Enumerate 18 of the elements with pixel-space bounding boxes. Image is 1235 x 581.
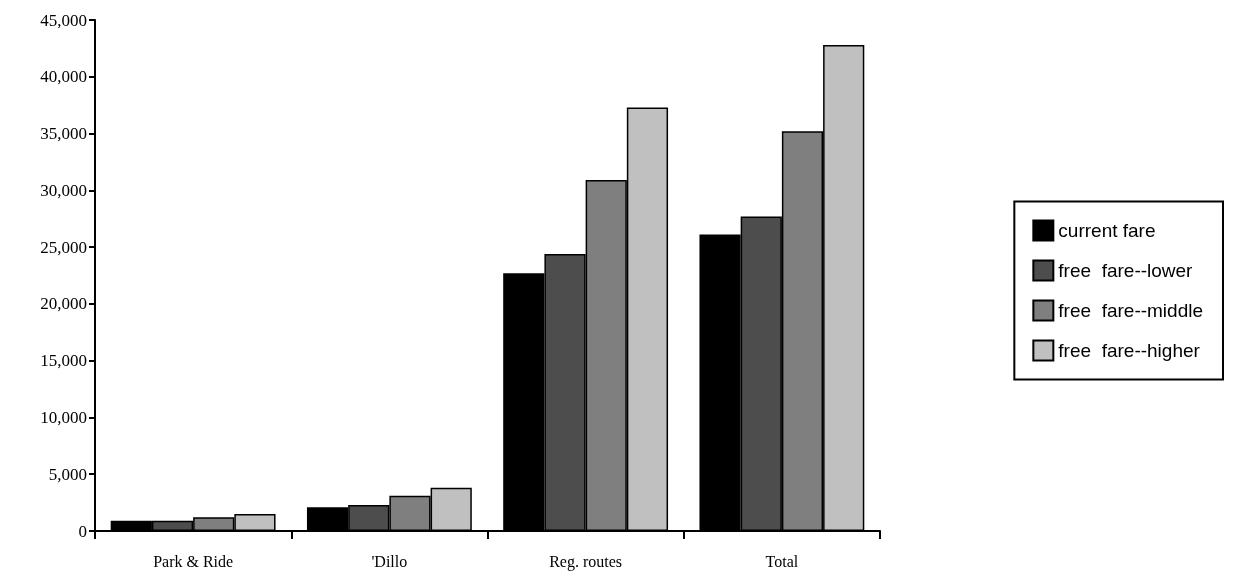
- y-tick-label: 45,000: [40, 10, 87, 30]
- y-tick-label: 30,000: [40, 180, 87, 200]
- y-tick-label: 5,000: [48, 464, 87, 484]
- x-tick-label: Reg. routes: [549, 552, 623, 571]
- legend-label: free fare--higher: [1058, 340, 1201, 361]
- x-tick-label: Park & Ride: [153, 552, 234, 570]
- y-tick-label: 40,000: [40, 67, 87, 87]
- legend-label: free fare--lower: [1058, 260, 1194, 281]
- y-tick-label: 25,000: [40, 237, 87, 257]
- y-tick-label: 15,000: [40, 351, 87, 371]
- x-tick-label: Total: [765, 552, 799, 570]
- y-tick-label: 35,000: [40, 124, 87, 144]
- y-tick-label: 20,000: [40, 294, 87, 314]
- legend-label: current fare: [1058, 220, 1156, 241]
- x-tick-label: 'Dillo: [371, 552, 408, 570]
- legend-label: free fare--middle: [1058, 300, 1204, 321]
- y-tick-label: 0: [78, 521, 87, 541]
- y-tick-label: 10,000: [40, 407, 87, 427]
